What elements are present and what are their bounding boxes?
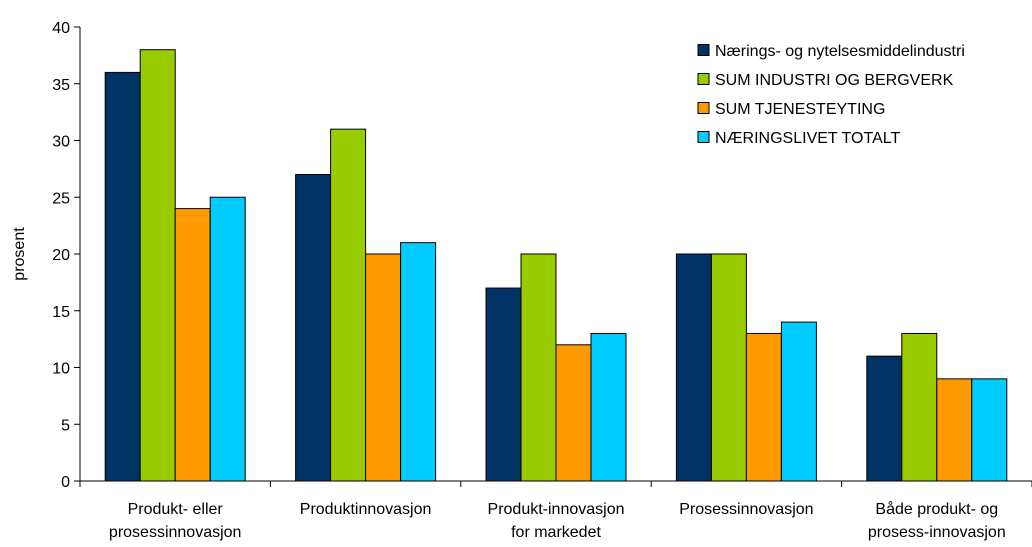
y-tick-label: 0	[61, 474, 70, 491]
legend-swatch	[697, 131, 710, 143]
bar	[174, 208, 211, 482]
bar	[710, 253, 747, 482]
bar	[555, 344, 592, 482]
bar	[866, 355, 903, 482]
x-category-label: Prosessinnovasjon	[679, 501, 813, 518]
y-tick-label: 35	[52, 77, 70, 94]
bar	[780, 321, 817, 482]
bar	[365, 253, 402, 482]
y-axis-ticks: 0 5 10 15 20 25 30 35 40	[52, 20, 80, 491]
bars	[104, 49, 1008, 482]
y-tick-label: 10	[52, 361, 70, 378]
bar	[104, 71, 141, 482]
axes	[79, 27, 1032, 487]
legend-label: NÆRINGSLIVET TOTALT	[715, 130, 900, 147]
bar	[745, 332, 782, 482]
y-tick-label: 5	[61, 417, 70, 434]
x-category-label: Både produkt- og	[875, 500, 998, 518]
y-tick-label: 40	[52, 20, 70, 37]
bar	[936, 378, 973, 482]
x-category-label: Produkt-innovasjon	[488, 501, 625, 518]
bar	[330, 128, 367, 482]
category-labels: Produkt- eller prosessinnovasjon Produktin…	[109, 500, 1006, 541]
x-category-label: Produkt- eller	[128, 501, 224, 518]
x-category-label: prosess-innovasjon	[868, 524, 1006, 541]
y-tick-label: 20	[52, 247, 70, 264]
legend: Nærings- og nytelsesmiddelindustri SUM IN…	[697, 43, 965, 147]
y-tick-label: 25	[52, 190, 70, 207]
bar	[675, 253, 712, 482]
x-category-label: for markedet	[511, 524, 601, 541]
bar	[590, 332, 627, 482]
x-category-label: prosessinnovasjon	[109, 524, 242, 541]
x-category-label: Produktinnovasjon	[300, 501, 432, 518]
y-tick-label: 30	[52, 134, 70, 151]
bar	[485, 287, 522, 482]
legend-label: SUM INDUSTRI OG BERGVERK	[715, 72, 954, 89]
legend-swatch	[697, 102, 710, 114]
legend-label: Nærings- og nytelsesmiddelindustri	[715, 43, 965, 60]
bar	[971, 378, 1008, 482]
bar	[520, 253, 557, 482]
legend-swatch	[697, 44, 710, 56]
bar	[901, 332, 938, 482]
bar	[295, 174, 332, 482]
y-tick-label: 15	[52, 304, 70, 321]
bar	[400, 242, 437, 482]
y-axis-label: prosent	[11, 227, 28, 281]
legend-swatch	[697, 73, 710, 85]
bar	[209, 196, 246, 482]
legend-label: SUM TJENESTEYTING	[715, 101, 885, 118]
bar	[139, 49, 176, 482]
